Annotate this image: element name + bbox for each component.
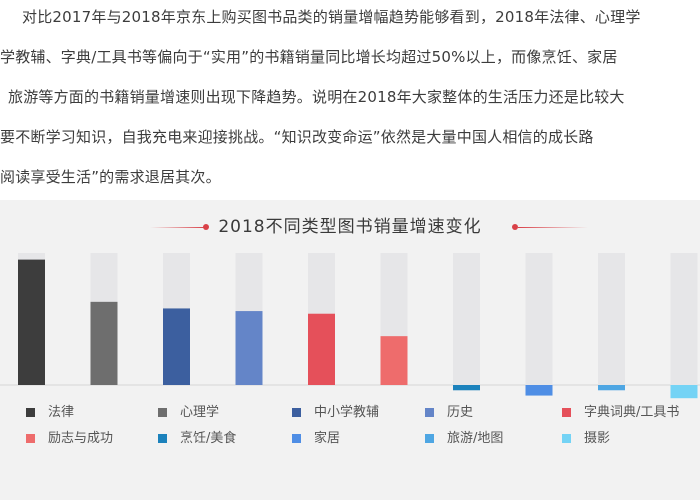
legend-swatch	[292, 408, 301, 417]
legend-swatch	[158, 408, 167, 417]
legend-label: 励志与成功	[48, 431, 114, 446]
bar-7	[453, 385, 480, 391]
bar-track	[670, 253, 698, 385]
legend-label: 家居	[314, 431, 341, 446]
title-decoration-left-line	[150, 227, 205, 228]
article-line: 要不断学习知识，自我充电来迎接挑战。“知识改变命运”依然是大量中国人相信的成长路	[0, 128, 594, 146]
legend-label: 字典词典/工具书	[584, 405, 680, 420]
legend-swatch	[26, 408, 35, 417]
bar-2	[90, 301, 118, 385]
chart-title-row: 2018不同类型图书销量增速变化	[0, 212, 700, 242]
legend-swatch	[292, 434, 301, 443]
legend-label: 心理学	[180, 405, 220, 420]
bar-3	[163, 308, 190, 385]
bar-track	[453, 253, 480, 385]
article-line: 阅读享受生活”的需求退居其次。	[0, 168, 221, 186]
legend-label: 历史	[447, 405, 474, 420]
bar-4	[235, 311, 263, 385]
legend-label: 中小学教辅	[314, 405, 380, 420]
bar-10	[670, 385, 698, 399]
article-line: 对比2017年与2018年京东上购买图书品类的销量增幅趋势能够看到，2018年法…	[22, 8, 641, 26]
article-text: 对比2017年与2018年京东上购买图书品类的销量增幅趋势能够看到，2018年法…	[0, 0, 700, 200]
legend-label: 法律	[48, 405, 75, 420]
legend-swatch	[562, 434, 571, 443]
title-decoration-right-line	[518, 227, 588, 228]
legend-swatch	[158, 434, 167, 443]
bar-track	[598, 253, 625, 385]
bar-6	[380, 336, 408, 385]
title-decoration-left-dot	[203, 224, 209, 230]
bar-9	[598, 385, 625, 391]
chart-title: 2018不同类型图书销量增速变化	[218, 217, 482, 237]
legend-swatch	[425, 434, 434, 443]
bar-chart	[0, 253, 700, 399]
legend-label: 旅游/地图	[447, 431, 504, 446]
legend-label: 烹饪/美食	[180, 431, 237, 446]
legend-swatch	[425, 408, 434, 417]
legend-swatch	[26, 434, 35, 443]
bar-1	[18, 259, 45, 385]
bar-5	[308, 313, 335, 385]
legend-label: 摄影	[584, 431, 611, 446]
bar-8	[525, 385, 553, 396]
bar-track	[525, 253, 553, 385]
article-line: 旅游等方面的书籍销量增速则出现下降趋势。说明在2018年大家整体的生活压力还是比…	[8, 88, 625, 106]
article-line: 学教辅、字典/工具书等偏向于“实用”的书籍销量同比增长均超过50%以上，而像烹饪…	[0, 48, 618, 66]
legend-swatch	[562, 408, 571, 417]
title-decoration-right-dot	[512, 224, 518, 230]
